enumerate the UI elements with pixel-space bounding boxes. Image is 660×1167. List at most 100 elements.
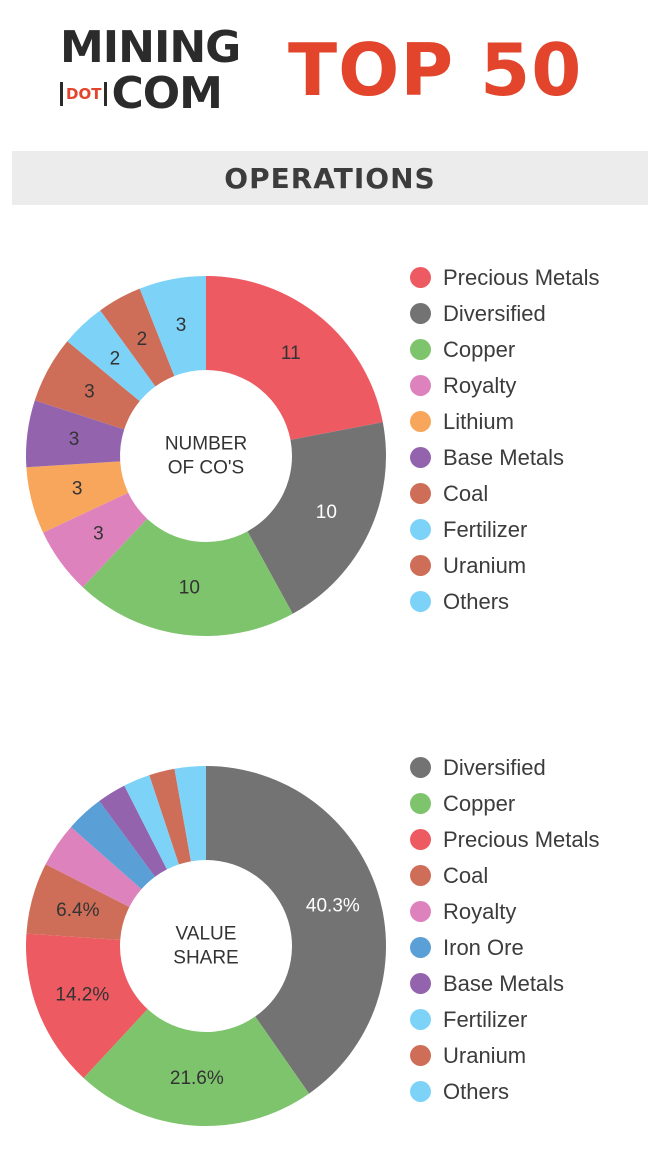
slice-copper: [82, 518, 293, 636]
legend-label: Base Metals: [443, 971, 565, 996]
legend-label: Coal: [443, 863, 489, 888]
slice-royalty: [45, 826, 142, 907]
legend-swatch: [410, 411, 431, 432]
center-label-line-1: VALUE: [176, 924, 237, 945]
legend-label: Iron Ore: [443, 935, 524, 960]
section-title: OPERATIONS: [224, 161, 436, 195]
legend-item-fertilizer: Fertilizer: [410, 1005, 603, 1034]
legend-item-diversified: Diversified: [410, 299, 603, 328]
legend-label: Uranium: [443, 1043, 527, 1068]
legend-label: Precious Metals: [443, 265, 600, 290]
legend-label: Diversified: [443, 301, 546, 326]
slice-others: [139, 276, 206, 377]
legend-item-royalty: Royalty: [410, 897, 603, 926]
legend-label: Fertilizer: [443, 1007, 528, 1032]
data-label-diversified: 10: [316, 502, 337, 523]
data-label-base-metals: 3: [69, 429, 80, 450]
legend-label: Uranium: [443, 553, 527, 578]
slice-precious-metals: [206, 276, 383, 440]
data-label-uranium: 2: [137, 329, 148, 350]
data-label-diversified: 40.3%: [306, 896, 360, 917]
legend-item-iron-ore: Iron Ore: [410, 933, 603, 962]
legend-label: Diversified: [443, 755, 546, 780]
page-title: TOP 50: [288, 28, 583, 112]
legend-swatch: [410, 555, 431, 576]
legend-item-uranium: Uranium: [410, 1041, 603, 1070]
slice-base-metals: [26, 400, 125, 468]
legend-companies: Precious Metals Diversified Copper Royalty L…: [410, 263, 603, 623]
logo-dot: DOT: [60, 82, 108, 106]
donut-chart-value-share: 40.3% 21.6% 14.2% 6.4% VALUE SHARE: [26, 766, 387, 1126]
legend-swatch: [410, 375, 431, 396]
legend-label: Lithium: [443, 409, 514, 434]
data-label-precious-metals: 11: [281, 343, 301, 364]
slice-coal: [26, 864, 130, 941]
slice-lithium: [26, 461, 129, 533]
logo-com: COM: [111, 68, 222, 119]
center-label-line-2: OF CO'S: [168, 458, 244, 479]
data-label-lithium: 3: [72, 479, 83, 500]
legend-swatch: [410, 793, 431, 814]
slice-coal: [34, 341, 140, 430]
slice-diversified: [247, 422, 386, 614]
legend-item-fertilizer: Fertilizer: [410, 515, 603, 544]
logo-dot-com: DOT COM: [60, 68, 223, 119]
legend-swatch: [410, 973, 431, 994]
legend-item-uranium: Uranium: [410, 551, 603, 580]
data-label-royalty: 3: [93, 524, 104, 545]
slice-fertilizer: [67, 310, 156, 402]
data-label-coal: 3: [84, 381, 95, 402]
legend-item-coal: Coal: [410, 861, 603, 890]
slice-uranium: [100, 288, 175, 387]
slice-uranium: [149, 768, 191, 865]
legend-label: Fertilizer: [443, 517, 528, 542]
legend-label: Copper: [443, 791, 516, 816]
legend-item-diversified: Diversified: [410, 753, 603, 782]
slice-precious-metals: [26, 933, 148, 1078]
legend-item-base-metals: Base Metals: [410, 443, 603, 472]
slice-copper: [83, 1009, 310, 1126]
data-label-others: 3: [176, 315, 187, 336]
legend-value-share: Diversified Copper Precious Metals Coal Roya…: [410, 753, 603, 1113]
header: MINING DOT COM TOP 50: [0, 0, 660, 140]
legend-item-base-metals: Base Metals: [410, 969, 603, 998]
legend-label: Coal: [443, 481, 489, 506]
legend-item-precious-metals: Precious Metals: [410, 825, 603, 854]
legend-label: Precious Metals: [443, 827, 600, 852]
legend-label: Base Metals: [443, 445, 565, 470]
legend-item-others: Others: [410, 1077, 603, 1106]
section-banner: OPERATIONS: [12, 151, 648, 205]
legend-item-royalty: Royalty: [410, 371, 603, 400]
data-label-copper: 21.6%: [170, 1068, 224, 1089]
slice-base-metals: [99, 785, 167, 877]
legend-swatch: [410, 267, 431, 288]
legend-item-copper: Copper: [410, 789, 603, 818]
slice-diversified: [206, 766, 387, 1094]
legend-swatch: [410, 901, 431, 922]
legend-swatch: [410, 865, 431, 886]
legend-label: Others: [443, 589, 510, 614]
legend-label: Royalty: [443, 899, 517, 924]
slice-royalty: [43, 492, 148, 588]
legend-swatch: [410, 339, 431, 360]
legend-swatch: [410, 1009, 431, 1030]
legend-item-precious-metals: Precious Metals: [410, 263, 603, 292]
legend-swatch: [410, 483, 431, 504]
legend-item-copper: Copper: [410, 335, 603, 364]
slice-fertilizer: [124, 775, 179, 870]
legend-label: Royalty: [443, 373, 517, 398]
legend-swatch: [410, 519, 431, 540]
legend-swatch: [410, 303, 431, 324]
data-label-copper: 10: [179, 577, 200, 598]
center-label-line-1: NUMBER: [165, 434, 247, 455]
slice-iron-ore: [70, 801, 156, 890]
legend-item-coal: Coal: [410, 479, 603, 508]
data-label-precious-metals: 14.2%: [55, 984, 109, 1005]
logo-mining: MINING: [60, 22, 241, 73]
data-label-coal: 6.4%: [56, 900, 99, 921]
legend-label: Others: [443, 1079, 510, 1104]
center-label-line-2: SHARE: [173, 948, 238, 969]
slice-others: [174, 766, 206, 862]
legend-swatch: [410, 1045, 431, 1066]
